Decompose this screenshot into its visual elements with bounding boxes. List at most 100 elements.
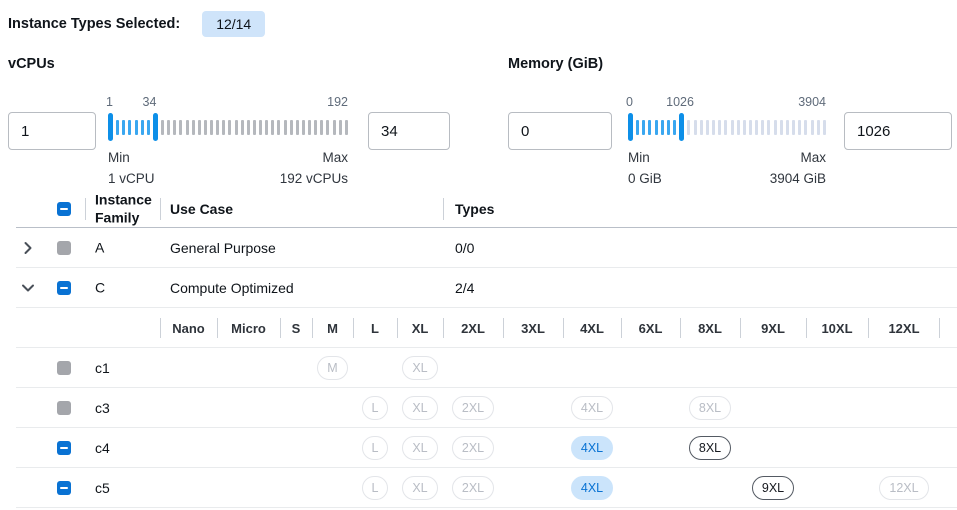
- min-value: 0 GiB: [628, 170, 662, 186]
- column-header-types: Types: [455, 201, 495, 217]
- size-cell-8xl: [680, 348, 740, 388]
- family-row-a: A General Purpose 0/0: [0, 228, 957, 268]
- size-cell-nano: [160, 428, 217, 468]
- family-row-c: C Compute Optimized 2/4: [0, 268, 957, 308]
- slider-tick: [173, 119, 177, 135]
- size-cell-nano: [160, 468, 217, 508]
- size-cell-nano: [160, 388, 217, 428]
- scale-end-label: 192: [327, 95, 348, 109]
- chevron-right-icon[interactable]: [20, 240, 36, 256]
- slider-tick: [167, 119, 171, 135]
- size-cell-l: L: [353, 428, 397, 468]
- slider-tick: [730, 119, 734, 135]
- size-pill-8xl[interactable]: 8XL: [688, 436, 732, 460]
- memory-slider-track[interactable]: [628, 112, 826, 142]
- vcpus-range-slider[interactable]: 1 34 192 Min 1 vCPU Max 192 vCPUs: [106, 95, 348, 190]
- size-column-9xl: 9XL: [740, 308, 806, 348]
- slider-tick: [755, 119, 759, 135]
- slider-tick: [773, 119, 777, 135]
- size-cell-9xl: [740, 428, 806, 468]
- size-cell-4xl: 4XL: [563, 468, 621, 508]
- slider-tick: [179, 119, 183, 135]
- instance-row-c5: c5 L XL 2XL 4XL 9XL 12XL: [0, 468, 957, 508]
- size-column-header: 4XL: [580, 320, 604, 336]
- size-column-header: Nano: [172, 320, 205, 336]
- size-cell-8xl: 8XL: [680, 388, 740, 428]
- column-divider: [939, 318, 940, 338]
- chevron-down-icon[interactable]: [20, 280, 36, 296]
- slider-tick: [246, 119, 250, 135]
- size-pill-l: L: [361, 395, 389, 421]
- slider-tick: [252, 119, 256, 135]
- vcpus-min-input[interactable]: [8, 112, 96, 150]
- size-pill-xl: XL: [402, 355, 438, 381]
- size-cell-4xl: [563, 348, 621, 388]
- slider-handle-min[interactable]: [628, 113, 633, 141]
- vcpus-slider-track[interactable]: [108, 112, 348, 142]
- size-cell-3xl: [503, 428, 563, 468]
- instance-name: c1: [95, 360, 110, 376]
- memory-scale-labels: 0 1026 3904: [626, 95, 826, 112]
- size-column-header: XL: [411, 320, 429, 336]
- size-column-2xl: 2XL: [443, 308, 503, 348]
- size-column-header: L: [371, 320, 379, 336]
- memory-range-slider[interactable]: 0 1026 3904 Min 0 GiB Max 3904 GiB: [626, 95, 826, 190]
- size-column-header: 6XL: [638, 320, 663, 336]
- slider-tick: [301, 119, 305, 135]
- memory-min-input[interactable]: [508, 112, 612, 150]
- family-name: C: [95, 279, 106, 296]
- size-cell-m: [312, 428, 353, 468]
- size-pill-12xl: 12XL: [879, 475, 929, 501]
- slider-tick: [779, 119, 783, 135]
- vcpus-label: vCPUs: [8, 56, 55, 72]
- slider-tick: [265, 119, 269, 135]
- vcpus-max-input[interactable]: [368, 112, 450, 150]
- size-column-header: 10XL: [821, 320, 853, 336]
- vcpus-minmax-captions: Min 1 vCPU Max 192 vCPUs: [108, 148, 348, 190]
- select-all-checkbox[interactable]: [57, 202, 71, 216]
- size-column-6xl: 6XL: [621, 308, 680, 348]
- size-cell-micro: [217, 428, 280, 468]
- slider-tick: [693, 119, 697, 135]
- slider-tick: [326, 119, 330, 135]
- size-pill-9xl[interactable]: 9XL: [751, 476, 795, 500]
- size-column-10xl: 10XL: [806, 308, 868, 348]
- size-cell-9xl: [740, 388, 806, 428]
- size-pill-4xl[interactable]: 4XL: [570, 435, 614, 461]
- slider-tick: [128, 119, 132, 135]
- scale-start-label: 0: [626, 95, 633, 109]
- instance-checkbox-c4[interactable]: [57, 441, 71, 455]
- instance-checkbox-c5[interactable]: [57, 481, 71, 495]
- slider-tick: [295, 119, 299, 135]
- size-pill-4xl[interactable]: 4XL: [570, 475, 614, 501]
- min-caption: Min: [108, 150, 130, 165]
- instance-types-selected-label: Instance Types Selected:: [8, 16, 181, 32]
- slider-tick: [660, 119, 664, 135]
- family-checkbox-a: [57, 241, 71, 255]
- slider-tick: [259, 119, 262, 135]
- slider-handle-max[interactable]: [679, 113, 685, 141]
- instance-name: c3: [95, 400, 110, 416]
- size-column-header: 3XL: [521, 320, 545, 336]
- size-cell-6xl: [621, 468, 680, 508]
- family-checkbox-c[interactable]: [57, 281, 71, 295]
- max-value: 3904 GiB: [769, 170, 826, 186]
- slider-tick: [804, 119, 808, 135]
- size-columns: Nano Micro S M L XL 2XL 3XL 4XL 6XL 8XL 9XL 10XL 12XL: [160, 308, 940, 348]
- slider-handle-min[interactable]: [108, 113, 113, 141]
- slider-handle-max[interactable]: [152, 113, 158, 141]
- size-column-12xl: 12XL: [868, 308, 940, 348]
- memory-max-input[interactable]: [844, 112, 952, 150]
- memory-filter: Memory (GiB) 0 1026 3904 Min 0 GiB Max: [508, 48, 952, 190]
- size-cell-3xl: [503, 348, 563, 388]
- size-column-micro: Micro: [217, 308, 280, 348]
- size-cell-nano: [160, 348, 217, 388]
- slider-tick: [748, 119, 752, 135]
- column-header-instance-family: Instance Family: [95, 191, 152, 226]
- size-cell-4xl: 4XL: [563, 388, 621, 428]
- instance-checkbox-c1: [57, 361, 71, 375]
- size-cell-4xl: 4XL: [563, 428, 621, 468]
- size-pill-8xl: 8XL: [688, 395, 732, 421]
- size-column-3xl: 3XL: [503, 308, 563, 348]
- memory-minmax-captions: Min 0 GiB Max 3904 GiB: [628, 148, 826, 190]
